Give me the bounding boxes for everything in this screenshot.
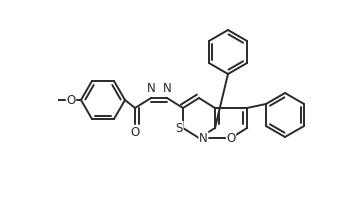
Text: N: N bbox=[163, 82, 172, 95]
Text: O: O bbox=[130, 126, 139, 139]
Text: N: N bbox=[199, 132, 208, 144]
Text: N: N bbox=[147, 82, 155, 95]
Text: O: O bbox=[226, 132, 236, 144]
Text: O: O bbox=[66, 94, 76, 106]
Text: S: S bbox=[176, 121, 183, 135]
